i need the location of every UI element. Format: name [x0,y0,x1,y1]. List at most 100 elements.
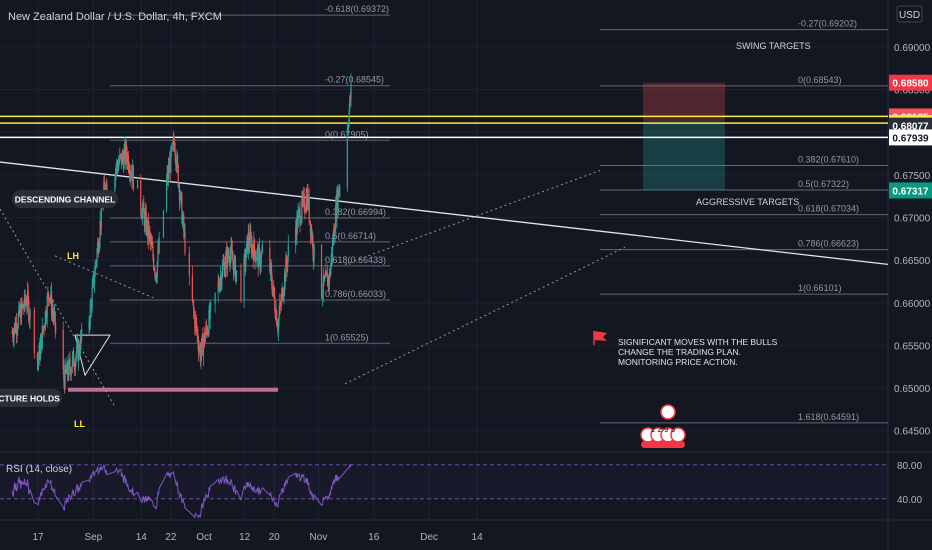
stop-zone [643,82,725,121]
candle-body [68,359,70,378]
candle-body [91,288,93,309]
candle-body [196,322,198,332]
candle-body [322,292,324,297]
candle-body [303,194,305,196]
candle-body [173,144,176,151]
candle-body [224,268,226,276]
candle-body [143,211,145,227]
candle-body [148,221,150,239]
price-tick-label: 0.64500 [894,427,931,438]
candle-body [181,195,183,224]
candle-body [155,273,157,281]
candle-body [140,210,142,216]
candle-body [148,231,150,239]
candle-body [47,292,50,298]
candle-body [118,162,120,165]
candle-body [55,328,57,330]
candle-body [335,204,337,231]
channel-upper [54,255,156,299]
candle-body [183,231,185,232]
candle-body [225,251,227,256]
candle-body [179,198,181,201]
candle-body [252,244,254,251]
fib-level-label: 0.618(0.66433) [325,255,386,265]
candle-body [76,344,78,355]
candle-body [90,302,93,309]
candle-body [271,284,273,295]
candle-body [74,359,77,369]
candle-body [143,202,145,212]
rsi-pane [0,464,888,519]
candle-body [100,202,102,228]
price-tick-label: 0.66000 [894,299,931,310]
candle-body [339,188,341,190]
candle-body [171,143,173,150]
candle-body [209,304,211,319]
candle-body [156,262,158,278]
candle-body [195,318,197,323]
candle-body [44,311,46,327]
candle-body [39,342,42,359]
candle-body [207,331,209,335]
candle-body [29,310,31,320]
candle-body [221,276,223,286]
candle-body [92,274,94,281]
candle-body [149,231,151,237]
candle-body [333,227,335,243]
candle-body [219,281,221,291]
event-badge-top [660,404,676,420]
candle-body [117,166,119,171]
candle-body [255,259,257,262]
candle-body [157,249,159,263]
candle-body [26,303,28,307]
candle-body [279,303,281,305]
candle-body [178,185,180,187]
candle-body [153,257,155,269]
candle-body [173,138,175,145]
candle-body [256,251,258,260]
candle-body [150,241,152,243]
event-badge-base [641,441,685,448]
candle-body [20,302,22,323]
candle-body [278,313,280,320]
candle-body [301,197,304,202]
price-axis[interactable]: 0.690000.685000.680000.675000.670000.665… [894,43,931,506]
price-tick-label: 0.68500 [894,86,931,97]
candle-body [326,273,328,275]
currency-button[interactable]: USD [896,5,923,23]
candle-body [224,255,227,269]
candle-body [64,365,66,389]
candle-body [306,196,308,209]
candle-body [116,162,118,167]
candle-body [22,304,24,308]
candle-body [194,318,197,329]
candle-body [151,246,153,247]
candle-body [280,293,283,304]
candle-body [68,359,70,361]
candle-body [95,263,97,265]
flag-cloth [594,331,607,341]
candle-body [192,302,195,311]
candle-body [330,264,332,276]
candle-body [329,272,331,276]
candle-body [248,232,250,244]
time-tick-label: 16 [368,532,380,543]
candle-body [121,153,123,165]
candle-body [204,333,206,343]
candle-body [66,362,68,374]
candle-body [16,330,18,334]
candle-body [202,342,205,357]
time-axis[interactable]: 17 Sep 14 22 Oct 12 20 Nov 16 Dec 14 [32,532,483,543]
candle-body [232,259,234,264]
candle-body [81,329,83,341]
candle-body [97,242,99,253]
fib-level-label: 0.786(0.66033) [325,289,386,299]
candle-body [38,344,40,360]
candle-body [220,275,222,286]
candle-body [335,204,337,219]
candle-body [321,296,323,298]
candle-body [129,172,131,177]
candle-body [45,311,47,320]
